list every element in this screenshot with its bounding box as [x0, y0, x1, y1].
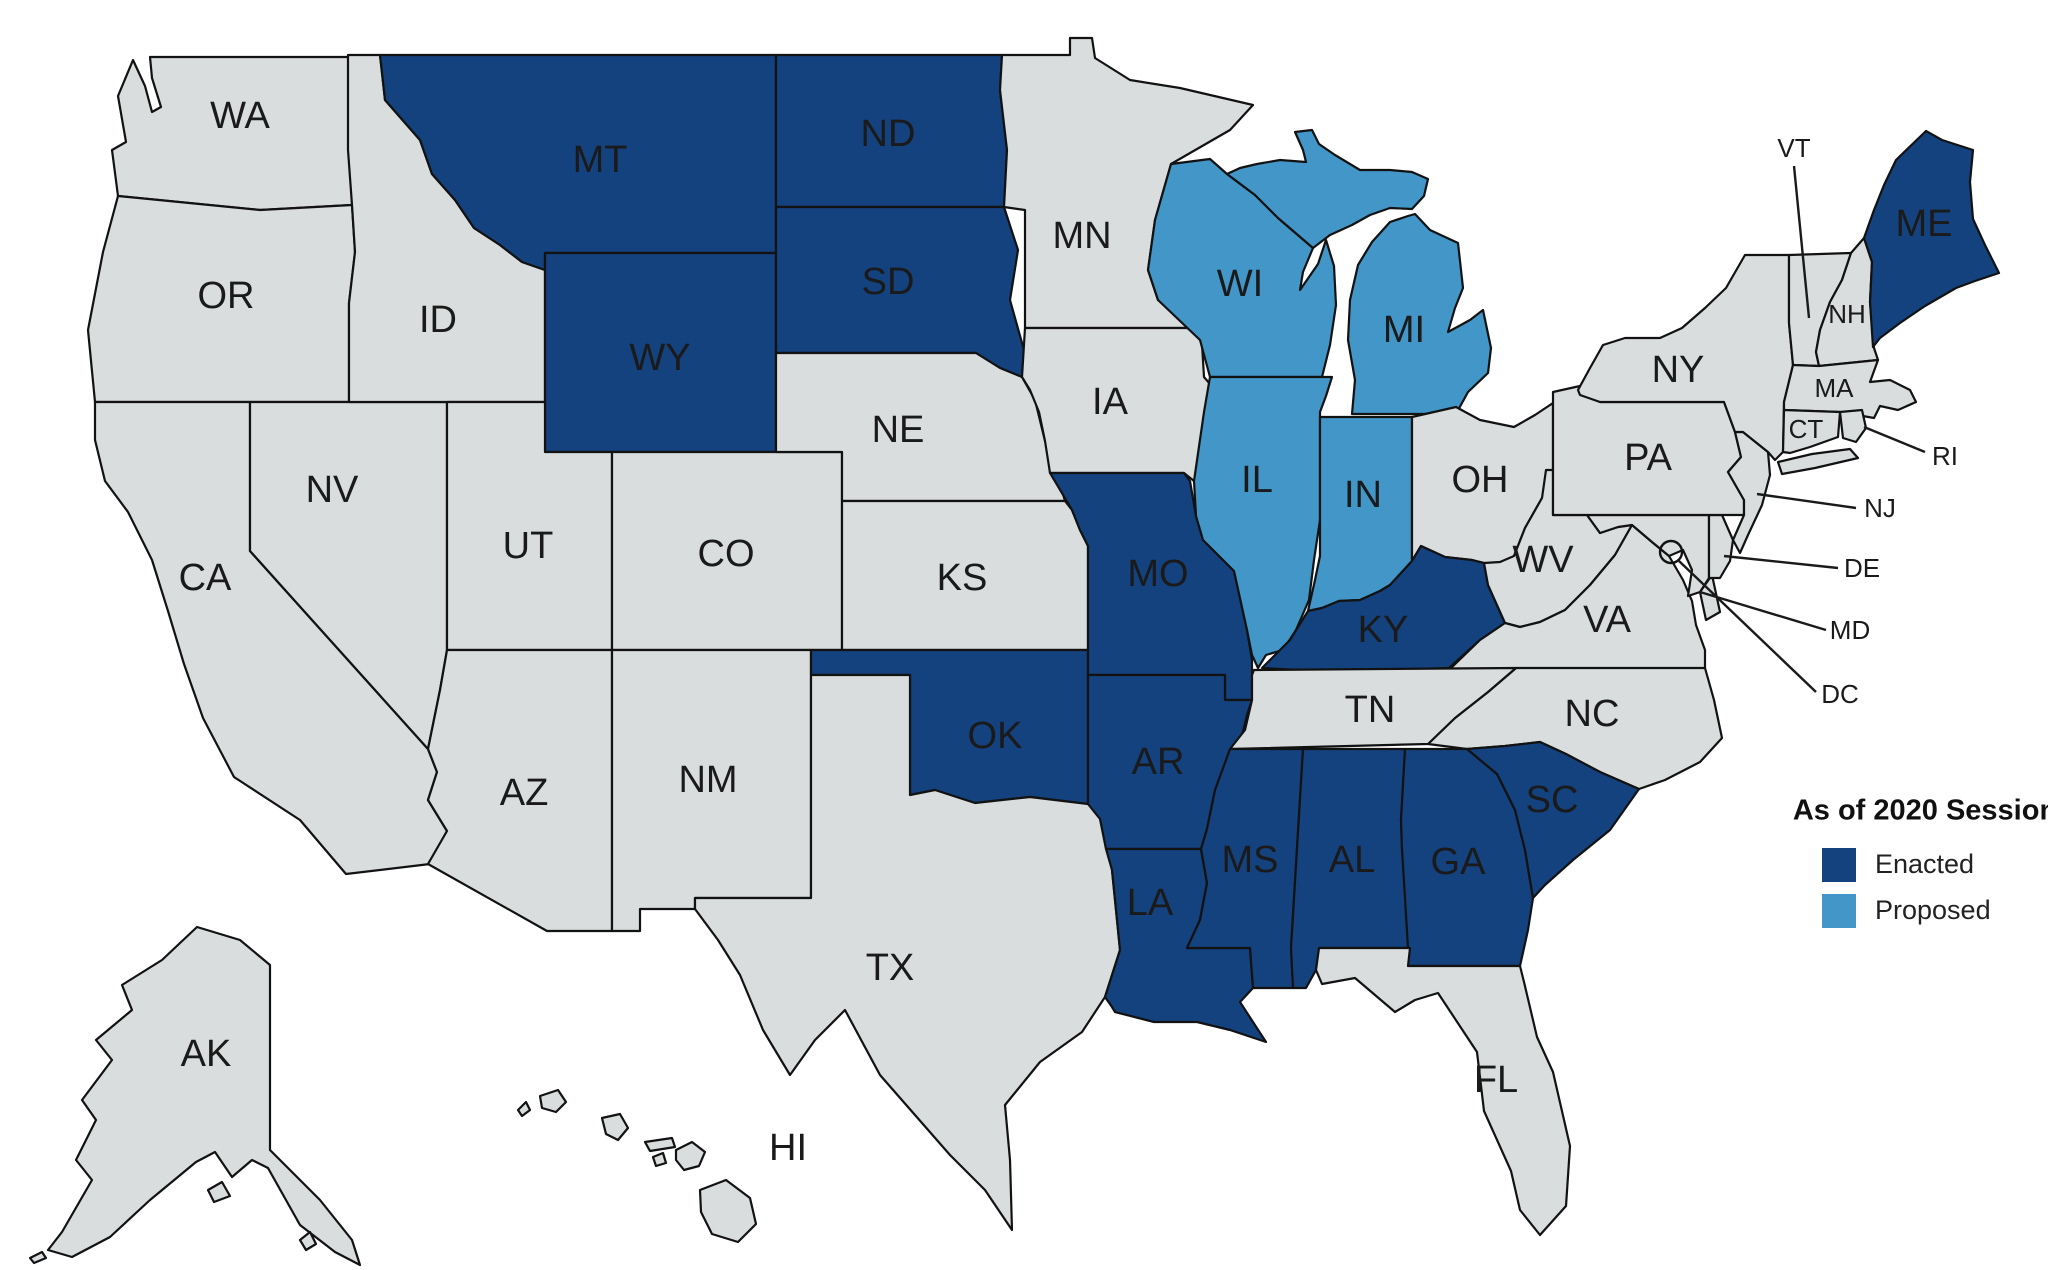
- state-label-dc: DC: [1821, 679, 1859, 709]
- state-label-la: LA: [1127, 882, 1174, 924]
- legend-swatch-proposed: [1822, 894, 1856, 928]
- labels-layer: WA OR CA NV ID MT WY UT CO AZ NM ND SD N…: [179, 95, 1958, 1169]
- state-label-sd: SD: [862, 261, 915, 303]
- state-il: [1192, 375, 1334, 670]
- state-label-az: AZ: [500, 772, 549, 814]
- state-label-de: DE: [1844, 553, 1880, 583]
- state-label-al: AL: [1329, 839, 1375, 881]
- state-label-sc: SC: [1526, 779, 1579, 821]
- state-label-il: IL: [1241, 459, 1273, 501]
- state-me: [1862, 129, 2001, 349]
- state-label-ks: KS: [937, 557, 988, 599]
- state-hi-molokai: [643, 1136, 677, 1153]
- state-label-nd: ND: [861, 113, 916, 155]
- state-label-pa: PA: [1624, 437, 1673, 479]
- state-label-md: MD: [1830, 615, 1870, 645]
- state-label-nc: NC: [1565, 693, 1620, 735]
- state-label-ky: KY: [1358, 609, 1409, 651]
- de-leader-line: [1723, 554, 1839, 570]
- state-label-ok: OK: [968, 715, 1023, 757]
- state-label-nj: NJ: [1864, 493, 1896, 523]
- state-label-nh: NH: [1828, 299, 1866, 329]
- nj-leader-line: [1756, 492, 1857, 510]
- state-tx: [693, 673, 1122, 1232]
- state-label-ca: CA: [179, 557, 232, 599]
- state-hi-oahu: [600, 1112, 630, 1142]
- state-tn: [1228, 666, 1518, 751]
- state-label-nv: NV: [306, 469, 359, 511]
- state-label-ga: GA: [1431, 841, 1487, 883]
- vt-leader-line: [1792, 165, 1811, 319]
- state-label-tx: TX: [866, 947, 915, 989]
- state-hi-niihau: [516, 1100, 532, 1118]
- state-label-wv: WV: [1512, 539, 1574, 581]
- state-label-mn: MN: [1052, 215, 1111, 257]
- state-sc: [1465, 740, 1641, 900]
- state-label-mo: MO: [1127, 553, 1188, 595]
- state-label-ct: CT: [1789, 414, 1824, 444]
- state-label-ny: NY: [1652, 349, 1705, 391]
- state-hi-kauai: [538, 1088, 568, 1114]
- state-ak-island-2: [206, 1180, 232, 1204]
- state-label-fl: FL: [1474, 1059, 1518, 1101]
- state-label-wa: WA: [210, 95, 270, 137]
- state-label-ar: AR: [1132, 741, 1185, 783]
- state-label-ia: IA: [1092, 381, 1129, 423]
- state-label-co: CO: [698, 533, 755, 575]
- state-label-me: ME: [1896, 203, 1953, 245]
- state-label-wy: WY: [629, 337, 690, 379]
- dc-marker-circle: [1658, 539, 1684, 565]
- state-label-mt: MT: [573, 139, 628, 181]
- state-mi-upper: [1225, 128, 1430, 250]
- ri-leader-line: [1863, 425, 1926, 454]
- state-hi-maui: [674, 1140, 707, 1172]
- state-ri: [1838, 408, 1868, 444]
- state-label-oh: OH: [1452, 459, 1509, 501]
- legend-title: As of 2020 Session: [1793, 795, 2048, 827]
- state-label-in: IN: [1344, 474, 1382, 516]
- state-label-mi: MI: [1383, 309, 1425, 351]
- state-hi-lanai: [651, 1151, 668, 1168]
- state-ak-island-3: [298, 1230, 318, 1252]
- state-label-nm: NM: [678, 759, 737, 801]
- state-label-wi: WI: [1217, 263, 1263, 305]
- state-label-ma: MA: [1815, 373, 1855, 403]
- state-label-tn: TN: [1345, 689, 1396, 731]
- state-de: [1707, 513, 1735, 580]
- state-ak: [46, 925, 362, 1267]
- legend-label-enacted: Enacted: [1875, 849, 1974, 879]
- state-label-hi: HI: [769, 1127, 807, 1169]
- state-label-ms: MS: [1222, 839, 1279, 881]
- state-label-vt: VT: [1777, 133, 1810, 163]
- state-label-ri: RI: [1932, 441, 1958, 471]
- states-layer: [28, 36, 2001, 1267]
- state-ny-long-island: [1776, 447, 1860, 476]
- state-hi-big-island: [698, 1178, 758, 1244]
- md-leader-line: [1699, 590, 1827, 632]
- state-ak-island-1: [28, 1250, 48, 1265]
- legend-swatch-enacted: [1822, 848, 1856, 882]
- state-label-ut: UT: [503, 525, 554, 567]
- legend-label-proposed: Proposed: [1875, 895, 1991, 925]
- state-label-ak: AK: [181, 1033, 232, 1075]
- legend: As of 2020 Session Enacted Proposed: [1793, 795, 2048, 928]
- state-label-or: OR: [198, 275, 255, 317]
- state-mi-lower: [1346, 212, 1493, 416]
- annotations-layer: [1658, 165, 1926, 693]
- state-fl: [1314, 946, 1572, 1237]
- state-label-id: ID: [419, 299, 457, 341]
- state-nj: [1726, 430, 1772, 555]
- state-label-ne: NE: [872, 409, 925, 451]
- state-label-va: VA: [1583, 599, 1632, 641]
- dc-leader-line: [1678, 560, 1817, 693]
